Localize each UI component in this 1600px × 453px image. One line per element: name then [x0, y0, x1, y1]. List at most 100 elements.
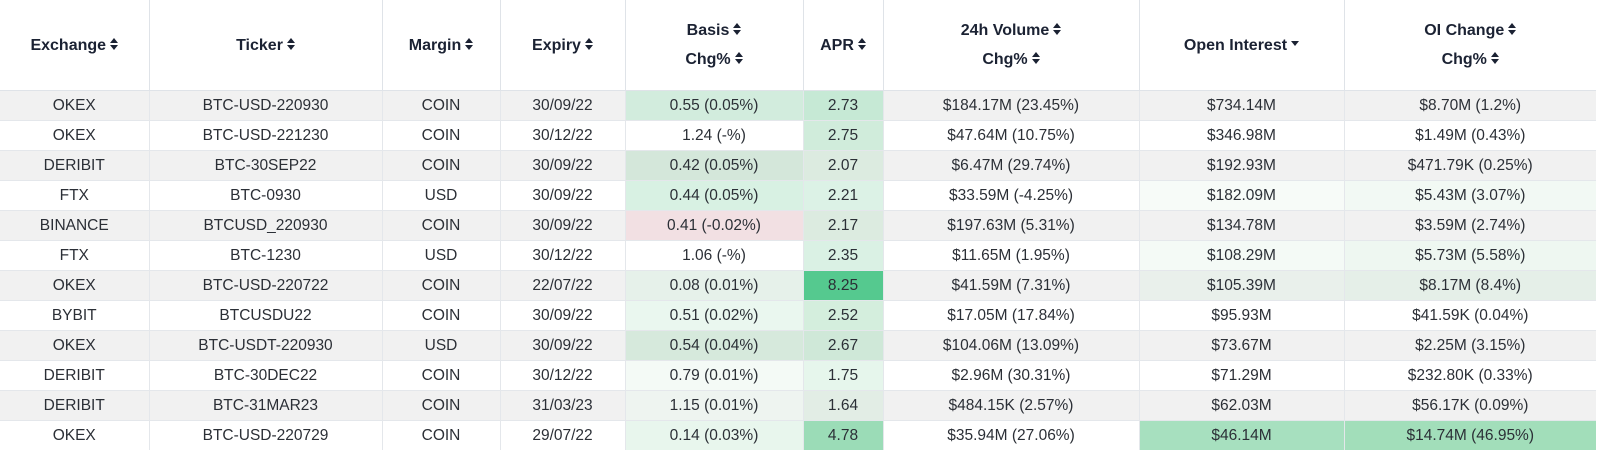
- sort-icon[interactable]: [733, 23, 742, 36]
- cell-exchange: DERIBIT: [0, 390, 150, 421]
- table-row[interactable]: BINANCE BTCUSD_220930 COIN 30/09/22 0.41 (-0…: [0, 210, 1596, 241]
- table-row[interactable]: DERIBIT BTC-30DEC22 COIN 30/12/22 0.79 (0.01…: [0, 360, 1596, 391]
- column-header-basis[interactable]: Basis Chg%: [625, 0, 804, 91]
- cell-margin: COIN: [382, 270, 501, 301]
- sort-icon[interactable]: [286, 37, 295, 51]
- sort-icon[interactable]: [1031, 52, 1040, 65]
- cell-oi-change: $8.17M (8.4%): [1344, 270, 1596, 301]
- cell-ticker: BTC-USD-221230: [149, 120, 383, 151]
- cell-apr: 2.35: [803, 240, 884, 271]
- cell-exchange: FTX: [0, 240, 150, 271]
- column-header-exchange[interactable]: Exchange: [0, 0, 150, 91]
- column-header-apr[interactable]: APR: [803, 0, 884, 91]
- sort-icon[interactable]: [1508, 23, 1517, 36]
- cell-apr: 2.52: [803, 300, 884, 331]
- cell-ticker: BTC-0930: [149, 180, 383, 211]
- table-row[interactable]: FTX BTC-0930 USD 30/09/22 0.44 (0.05%) 2.21 $3…: [0, 180, 1596, 211]
- column-header-volume[interactable]: 24h Volume Chg%: [883, 0, 1140, 91]
- cell-volume: $11.65M (1.95%): [883, 240, 1140, 271]
- cell-oi-change: $5.43M (3.07%): [1344, 180, 1596, 211]
- cell-basis: 1.15 (0.01%): [625, 390, 804, 421]
- cell-basis: 0.42 (0.05%): [625, 150, 804, 181]
- sort-icon[interactable]: [110, 37, 119, 51]
- table-row[interactable]: OKEX BTC-USD-220729 COIN 29/07/22 0.14 (0.03…: [0, 420, 1596, 450]
- column-header-expiry[interactable]: Expiry: [500, 0, 626, 91]
- cell-ticker: BTC-30DEC22: [149, 360, 383, 391]
- cell-expiry: 30/09/22: [500, 150, 626, 181]
- column-header-sublabel: Chg%: [1441, 51, 1487, 68]
- cell-apr: 1.64: [803, 390, 884, 421]
- table-header-row: Exchange Ticker Margin Expiry Basis Chg% APR 24…: [0, 0, 1596, 91]
- cell-oi-change: $41.59K (0.04%): [1344, 300, 1596, 331]
- cell-margin: COIN: [382, 120, 501, 151]
- cell-volume: $41.59M (7.31%): [883, 270, 1140, 301]
- cell-expiry: 30/09/22: [500, 180, 626, 211]
- cell-volume: $17.05M (17.84%): [883, 300, 1140, 331]
- cell-margin: COIN: [382, 360, 501, 391]
- column-header-open-interest[interactable]: Open Interest: [1139, 0, 1345, 91]
- cell-apr: 4.78: [803, 420, 884, 450]
- cell-ticker: BTCUSDU22: [149, 300, 383, 331]
- column-header-margin[interactable]: Margin: [382, 0, 501, 91]
- cell-exchange: OKEX: [0, 90, 150, 121]
- cell-basis: 0.08 (0.01%): [625, 270, 804, 301]
- table-row[interactable]: OKEX BTC-USD-220930 COIN 30/09/22 0.55 (0.05…: [0, 90, 1596, 121]
- cell-expiry: 31/03/23: [500, 390, 626, 421]
- column-header-label: APR: [820, 36, 854, 54]
- column-header-sublabel: Chg%: [685, 51, 731, 68]
- cell-open-interest: $105.39M: [1139, 270, 1345, 301]
- cell-apr: 2.21: [803, 180, 884, 211]
- column-header-sublabel: Chg%: [982, 51, 1028, 68]
- cell-expiry: 30/09/22: [500, 330, 626, 361]
- cell-margin: COIN: [382, 420, 501, 450]
- cell-ticker: BTC-1230: [149, 240, 383, 271]
- cell-apr: 2.75: [803, 120, 884, 151]
- table-row[interactable]: DERIBIT BTC-30SEP22 COIN 30/09/22 0.42 (0.05…: [0, 150, 1596, 181]
- cell-basis: 0.44 (0.05%): [625, 180, 804, 211]
- sort-icon[interactable]: [734, 52, 743, 65]
- cell-apr: 8.25: [803, 270, 884, 301]
- cell-exchange: OKEX: [0, 420, 150, 450]
- cell-exchange: FTX: [0, 180, 150, 211]
- cell-apr: 2.67: [803, 330, 884, 361]
- table-row[interactable]: BYBIT BTCUSDU22 COIN 30/09/22 0.51 (0.02%) 2.…: [0, 300, 1596, 331]
- cell-volume: $6.47M (29.74%): [883, 150, 1140, 181]
- cell-exchange: DERIBIT: [0, 360, 150, 391]
- sort-icon[interactable]: [857, 37, 866, 51]
- table-row[interactable]: OKEX BTC-USD-220722 COIN 22/07/22 0.08 (0.01…: [0, 270, 1596, 301]
- column-header-label: Open Interest: [1183, 36, 1288, 54]
- cell-ticker: BTC-USDT-220930: [149, 330, 383, 361]
- cell-margin: COIN: [382, 210, 501, 241]
- table-row[interactable]: OKEX BTC-USD-221230 COIN 30/12/22 1.24 (-%) 2…: [0, 120, 1596, 151]
- cell-ticker: BTC-30SEP22: [149, 150, 383, 181]
- cell-oi-change: $1.49M (0.43%): [1344, 120, 1596, 151]
- column-header-label: Ticker: [236, 36, 283, 54]
- column-header-oi-change[interactable]: OI Change Chg%: [1344, 0, 1596, 91]
- column-header-ticker[interactable]: Ticker: [149, 0, 383, 91]
- cell-margin: USD: [382, 180, 501, 211]
- table-row[interactable]: FTX BTC-1230 USD 30/12/22 1.06 (-%) 2.35 $11.6…: [0, 240, 1596, 271]
- cell-oi-change: $471.79K (0.25%): [1344, 150, 1596, 181]
- cell-exchange: DERIBIT: [0, 150, 150, 181]
- cell-expiry: 30/09/22: [500, 300, 626, 331]
- cell-basis: 1.24 (-%): [625, 120, 804, 151]
- cell-ticker: BTC-USD-220930: [149, 90, 383, 121]
- cell-expiry: 30/09/22: [500, 90, 626, 121]
- cell-open-interest: $192.93M: [1139, 150, 1345, 181]
- table-row[interactable]: DERIBIT BTC-31MAR23 COIN 31/03/23 1.15 (0.01…: [0, 390, 1596, 421]
- column-header-label: Basis: [686, 22, 730, 39]
- table-row[interactable]: OKEX BTC-USDT-220930 USD 30/09/22 0.54 (0.04…: [0, 330, 1596, 361]
- sort-icon[interactable]: [584, 37, 593, 51]
- sort-icon[interactable]: [465, 37, 474, 51]
- cell-open-interest: $62.03M: [1139, 390, 1345, 421]
- sort-desc-icon[interactable]: [1291, 38, 1300, 51]
- cell-oi-change: $14.74M (46.95%): [1344, 420, 1596, 450]
- sort-icon[interactable]: [1053, 23, 1062, 36]
- cell-open-interest: $734.14M: [1139, 90, 1345, 121]
- sort-icon[interactable]: [1490, 52, 1499, 65]
- cell-basis: 0.55 (0.05%): [625, 90, 804, 121]
- column-header-label: 24h Volume: [960, 22, 1050, 39]
- column-header-label: Exchange: [30, 36, 107, 54]
- cell-volume: $35.94M (27.06%): [883, 420, 1140, 450]
- cell-expiry: 30/12/22: [500, 120, 626, 151]
